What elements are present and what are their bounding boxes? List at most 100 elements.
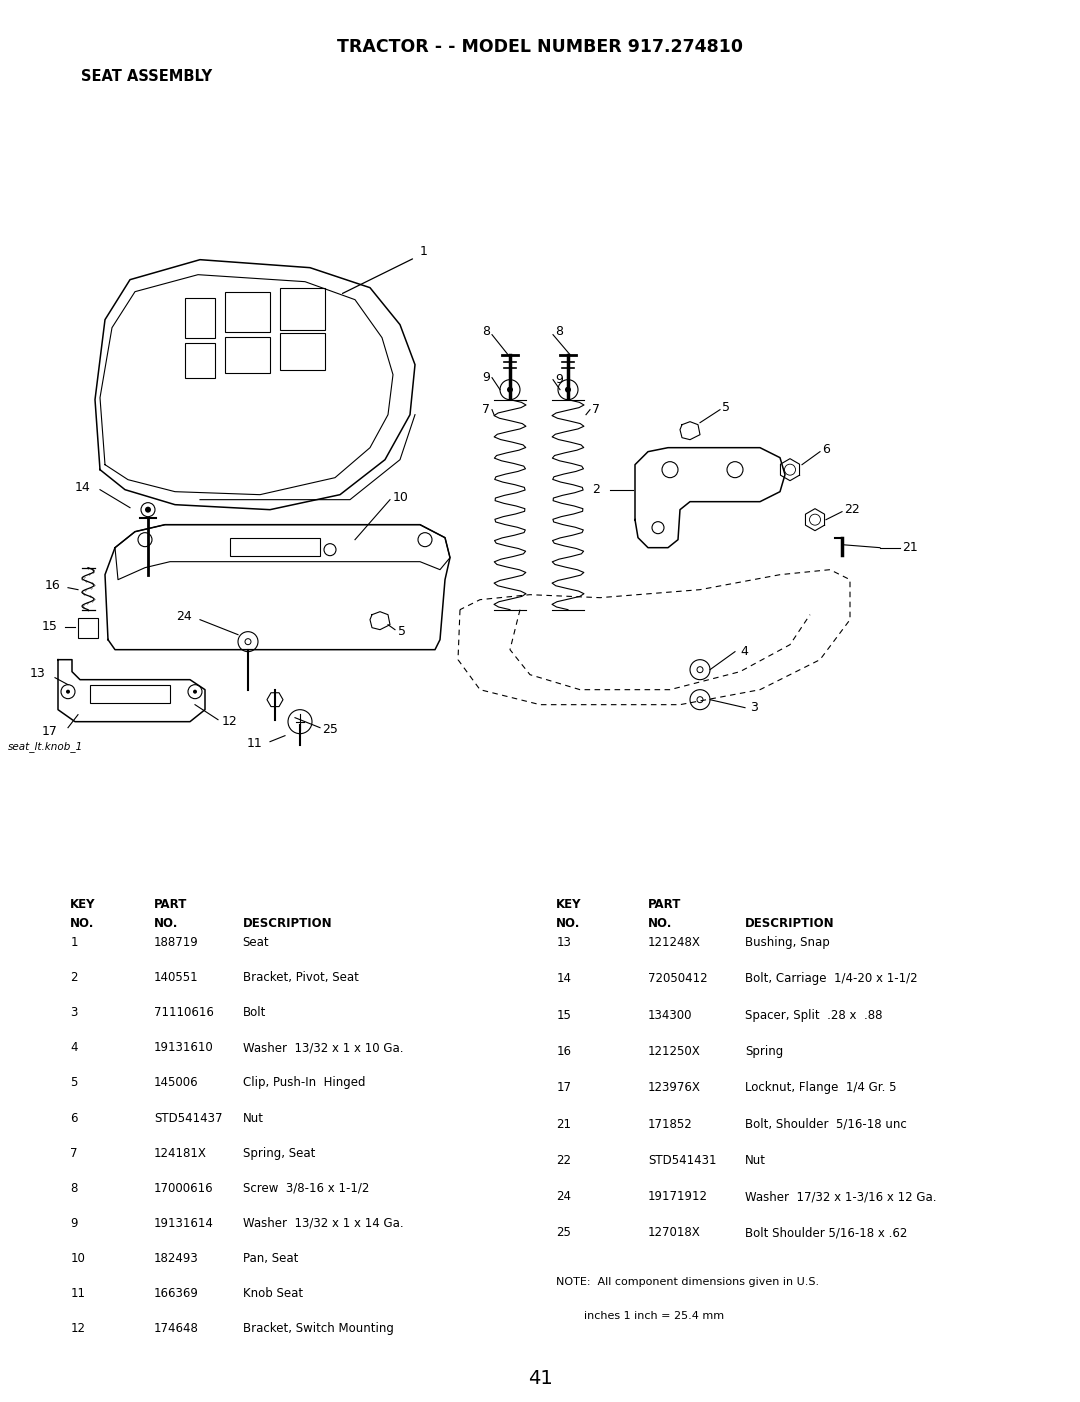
- Text: 7: 7: [592, 404, 600, 416]
- Text: 71110616: 71110616: [154, 1007, 214, 1019]
- Text: 15: 15: [556, 1009, 571, 1022]
- Text: 19171912: 19171912: [648, 1190, 708, 1203]
- Text: Nut: Nut: [745, 1154, 766, 1166]
- Text: NO.: NO.: [70, 917, 95, 930]
- Text: Spring: Spring: [745, 1044, 783, 1059]
- Text: Bracket, Switch Mounting: Bracket, Switch Mounting: [243, 1322, 393, 1335]
- Text: 10: 10: [70, 1252, 85, 1265]
- Text: 41: 41: [528, 1368, 552, 1388]
- Text: 7: 7: [70, 1147, 78, 1159]
- Text: NO.: NO.: [648, 917, 673, 930]
- Text: PART: PART: [154, 897, 188, 910]
- Text: Bolt, Carriage  1/4-20 x 1-1/2: Bolt, Carriage 1/4-20 x 1-1/2: [745, 973, 918, 986]
- Text: 6: 6: [822, 443, 829, 456]
- Circle shape: [145, 506, 151, 513]
- Text: 4: 4: [70, 1042, 78, 1054]
- Text: 174648: 174648: [154, 1322, 199, 1335]
- Text: 188719: 188719: [154, 937, 199, 949]
- Text: Spring, Seat: Spring, Seat: [243, 1147, 315, 1159]
- Text: 25: 25: [322, 723, 338, 736]
- Text: 166369: 166369: [154, 1287, 199, 1300]
- Text: 123976X: 123976X: [648, 1081, 701, 1095]
- Text: Seat: Seat: [243, 937, 269, 949]
- Text: 22: 22: [843, 503, 860, 516]
- Text: KEY: KEY: [556, 897, 582, 910]
- Text: NO.: NO.: [154, 917, 178, 930]
- Text: 1: 1: [70, 937, 78, 949]
- Text: Bolt, Shoulder  5/16-18 unc: Bolt, Shoulder 5/16-18 unc: [745, 1117, 907, 1130]
- Text: Screw  3/8-16 x 1-1/2: Screw 3/8-16 x 1-1/2: [243, 1182, 369, 1195]
- Text: 16: 16: [44, 579, 60, 592]
- Text: Nut: Nut: [243, 1112, 264, 1124]
- Text: 25: 25: [556, 1227, 571, 1239]
- Text: 134300: 134300: [648, 1009, 692, 1022]
- Text: 4: 4: [740, 645, 747, 658]
- Text: 14: 14: [75, 481, 90, 494]
- Bar: [280, 332, 325, 370]
- Text: Washer  13/32 x 1 x 14 Ga.: Washer 13/32 x 1 x 14 Ga.: [243, 1217, 403, 1230]
- Bar: [230, 538, 320, 555]
- Text: 16: 16: [556, 1044, 571, 1059]
- Text: 9: 9: [482, 372, 490, 384]
- Text: Washer  13/32 x 1 x 10 Ga.: Washer 13/32 x 1 x 10 Ga.: [243, 1042, 403, 1054]
- Text: 14: 14: [556, 973, 571, 986]
- Text: 22: 22: [556, 1154, 571, 1166]
- Text: 145006: 145006: [154, 1077, 199, 1089]
- Bar: [225, 336, 270, 373]
- Text: 19131614: 19131614: [154, 1217, 214, 1230]
- Text: inches 1 inch = 25.4 mm: inches 1 inch = 25.4 mm: [556, 1311, 725, 1321]
- Text: 21: 21: [902, 541, 918, 554]
- Text: 72050412: 72050412: [648, 973, 707, 986]
- Circle shape: [193, 690, 197, 694]
- Text: TRACTOR - - MODEL NUMBER 917.274810: TRACTOR - - MODEL NUMBER 917.274810: [337, 38, 743, 56]
- Text: 5: 5: [399, 625, 406, 638]
- Text: 11: 11: [70, 1287, 85, 1300]
- Text: 140551: 140551: [154, 972, 199, 984]
- Text: 3: 3: [70, 1007, 78, 1019]
- Text: Knob Seat: Knob Seat: [243, 1287, 302, 1300]
- Bar: [90, 684, 170, 702]
- Text: Bracket, Pivot, Seat: Bracket, Pivot, Seat: [243, 972, 359, 984]
- Text: 1: 1: [420, 245, 428, 258]
- Bar: [78, 618, 98, 638]
- Text: DESCRIPTION: DESCRIPTION: [745, 917, 835, 930]
- Text: 5: 5: [723, 401, 730, 414]
- Text: 21: 21: [556, 1117, 571, 1130]
- Text: seat_lt.knob_1: seat_lt.knob_1: [8, 740, 83, 751]
- Text: 171852: 171852: [648, 1117, 693, 1130]
- Bar: [280, 287, 325, 329]
- Text: 17: 17: [556, 1081, 571, 1095]
- Text: 15: 15: [42, 620, 58, 634]
- Text: Spacer, Split  .28 x  .88: Spacer, Split .28 x .88: [745, 1009, 882, 1022]
- Text: 121250X: 121250X: [648, 1044, 701, 1059]
- Text: 19131610: 19131610: [154, 1042, 214, 1054]
- Text: PART: PART: [648, 897, 681, 910]
- Text: 6: 6: [70, 1112, 78, 1124]
- Text: 13: 13: [556, 937, 571, 949]
- Text: SEAT ASSEMBLY: SEAT ASSEMBLY: [81, 69, 212, 84]
- Text: DESCRIPTION: DESCRIPTION: [243, 917, 333, 930]
- Text: Locknut, Flange  1/4 Gr. 5: Locknut, Flange 1/4 Gr. 5: [745, 1081, 896, 1095]
- Text: STD541431: STD541431: [648, 1154, 717, 1166]
- Text: 121248X: 121248X: [648, 937, 701, 949]
- Text: 10: 10: [393, 491, 409, 505]
- Text: 11: 11: [246, 737, 262, 750]
- Text: 182493: 182493: [154, 1252, 199, 1265]
- Bar: [185, 297, 215, 338]
- Text: 9: 9: [70, 1217, 78, 1230]
- Text: Bolt: Bolt: [243, 1007, 266, 1019]
- Text: STD541437: STD541437: [154, 1112, 222, 1124]
- Text: NOTE:  All component dimensions given in U.S.: NOTE: All component dimensions given in …: [556, 1277, 820, 1287]
- Text: Bolt Shoulder 5/16-18 x .62: Bolt Shoulder 5/16-18 x .62: [745, 1227, 907, 1239]
- Bar: [225, 292, 270, 332]
- Text: 24: 24: [556, 1190, 571, 1203]
- Text: Bushing, Snap: Bushing, Snap: [745, 937, 829, 949]
- Bar: [185, 342, 215, 377]
- Text: 12: 12: [70, 1322, 85, 1335]
- Text: 12: 12: [222, 715, 238, 728]
- Text: 124181X: 124181X: [154, 1147, 207, 1159]
- Text: Clip, Push-In  Hinged: Clip, Push-In Hinged: [243, 1077, 365, 1089]
- Text: 8: 8: [70, 1182, 78, 1195]
- Text: 5: 5: [70, 1077, 78, 1089]
- Text: 3: 3: [750, 701, 758, 714]
